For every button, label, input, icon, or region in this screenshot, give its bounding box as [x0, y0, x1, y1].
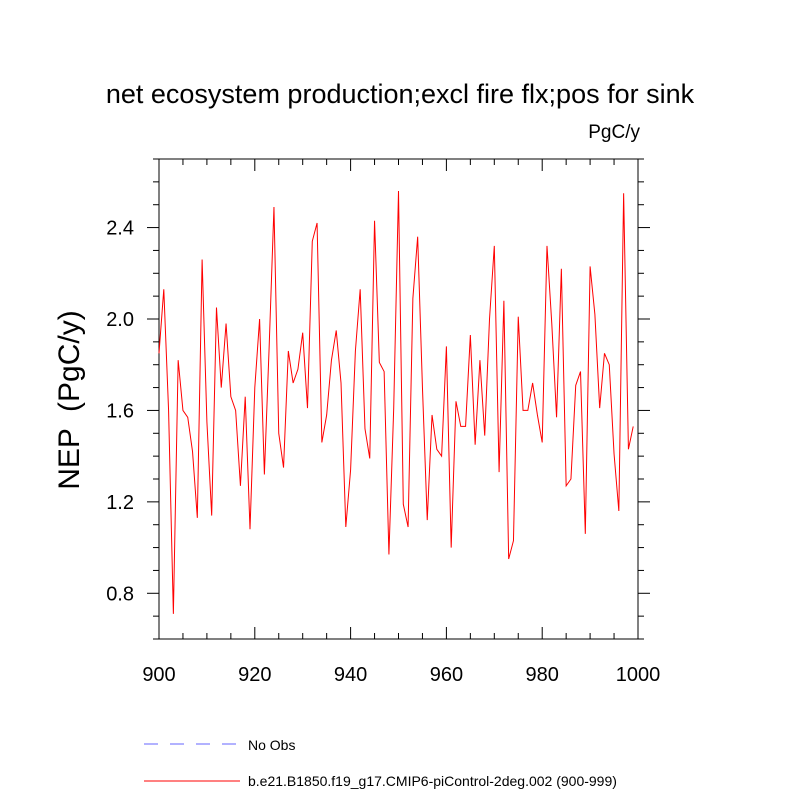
y-tick-label: 2.4	[106, 218, 134, 240]
x-tick-label: 940	[334, 664, 367, 686]
x-tick-label: 980	[526, 664, 559, 686]
legend-label-model-run: b.e21.B1850.f19_g17.CMIP6-piControl-2deg…	[248, 773, 617, 789]
x-tick-label: 900	[142, 664, 175, 686]
chart-title: net ecosystem production;excl fire flx;p…	[105, 79, 695, 109]
legend-dashed-line-swatch	[144, 743, 240, 745]
y-tick-label: 1.6	[106, 400, 134, 422]
legend-solid-line-swatch	[144, 780, 240, 782]
x-tick-label: 920	[238, 664, 271, 686]
legend-label-no-obs: No Obs	[248, 737, 296, 753]
units-label: PgC/y	[588, 122, 640, 143]
x-tick-label: 1000	[616, 664, 661, 686]
y-tick-label: 1.2	[106, 492, 134, 514]
y-tick-label: 2.0	[106, 309, 134, 331]
series-line	[158, 190, 634, 614]
x-tick-label: 960	[430, 664, 463, 686]
plot-frame	[158, 158, 639, 640]
y-tick-label: 0.8	[106, 583, 134, 605]
